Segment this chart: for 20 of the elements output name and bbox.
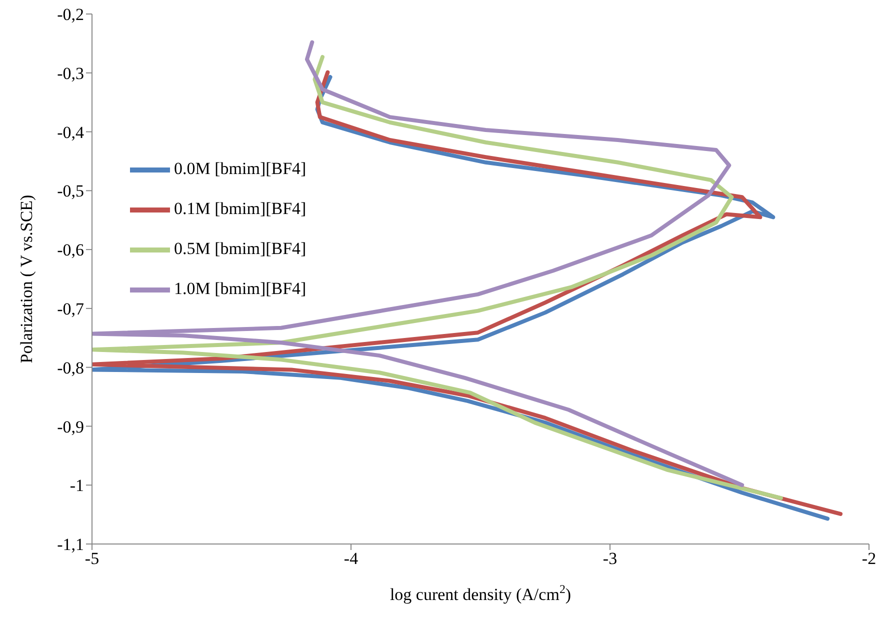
y-tick-label: -0,8 [57, 358, 84, 378]
y-tick-label: -0,6 [57, 240, 84, 260]
x-tick-label: -2 [862, 549, 876, 568]
legend-label: 0.0M [bmim][BF4] [174, 158, 306, 178]
y-axis-title: Polarization ( V vs.SCE) [17, 194, 36, 364]
x-tick-label: -3 [602, 549, 618, 568]
y-tick-label: -0,3 [57, 64, 84, 83]
y-tick-label: -0,7 [57, 299, 84, 318]
y-tick-label: -0,4 [57, 122, 84, 142]
x-tick-label: -4 [344, 549, 359, 568]
legend-label: 1.0M [bmim][BF4] [174, 278, 306, 298]
y-tick-label: -0,5 [57, 182, 84, 201]
y-tick-label: -1 [70, 476, 84, 496]
x-axis-title: log curent density (A/cm$^{2}$) [390, 582, 572, 604]
x-tick-label: -5 [84, 549, 100, 568]
y-tick-label: -0,2 [57, 5, 84, 24]
legend-label: 0.1M [bmim][BF4] [174, 198, 306, 218]
y-tick-label: -0,9 [57, 417, 84, 436]
legend-label: 0.5M [bmim][BF4] [174, 238, 306, 258]
y-tick-label: -1,1 [57, 535, 84, 554]
